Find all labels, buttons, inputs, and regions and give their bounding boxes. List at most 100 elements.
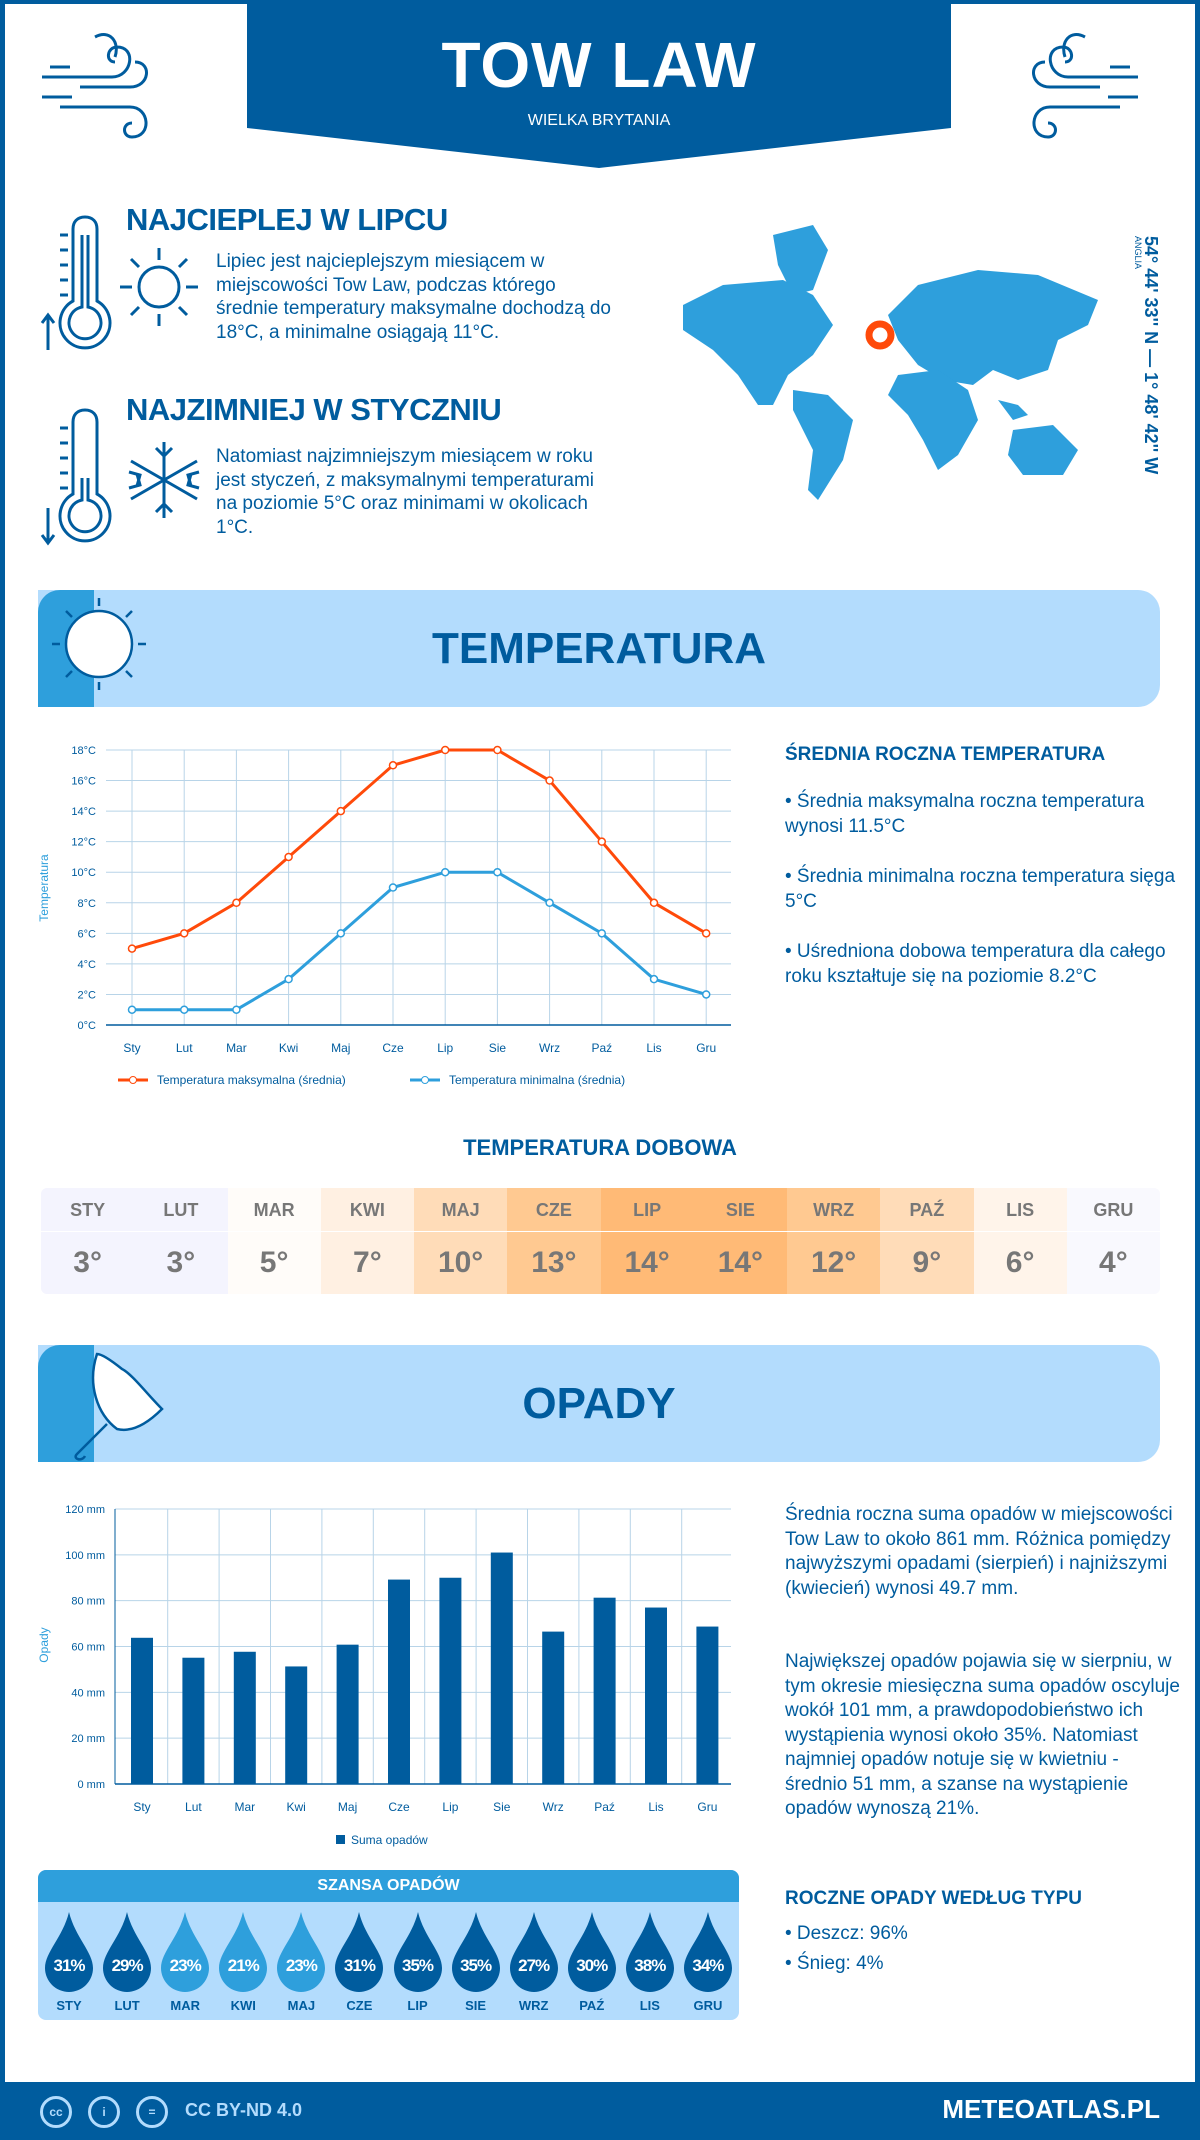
y-tick-label: 120 mm xyxy=(65,1504,105,1516)
bar xyxy=(131,1637,153,1784)
nd-icon: = xyxy=(136,2096,168,2128)
rain-chance-value: 27% xyxy=(518,1956,550,1975)
coldest-heading: NAJZIMNIEJ W STYCZNIU xyxy=(126,392,502,427)
bar xyxy=(233,1651,256,1784)
daily-temp-value: 12° xyxy=(810,1246,857,1279)
precipitation-banner: OPADY xyxy=(38,1345,1160,1462)
left-border xyxy=(0,0,5,2140)
raindrop-icon xyxy=(451,1912,500,1992)
warmest-heading: NAJCIEPLEJ W LIPCU xyxy=(126,202,448,237)
daily-temp-heading: TEMPERATURA DOBOWA xyxy=(463,1135,737,1160)
data-point xyxy=(701,990,711,999)
x-tick-label: Kwi xyxy=(279,1041,298,1055)
raindrop-icon xyxy=(45,1912,94,1992)
daily-temp-cell: LUT 3° xyxy=(134,1188,228,1294)
month-label: PAŹ xyxy=(880,1188,974,1232)
daily-temp-value: 13° xyxy=(531,1246,577,1279)
coldest-text: Natomiast najzimniejszym miesiącem w rok… xyxy=(216,446,594,538)
raindrop-icon xyxy=(219,1912,268,1992)
x-tick-label: Maj xyxy=(331,1041,350,1055)
rain-chance-item: 31% CZE xyxy=(330,1912,388,2013)
data-point xyxy=(649,974,659,984)
y-tick-label: 18°C xyxy=(71,745,96,757)
raindrop-icon xyxy=(625,1912,674,1992)
month-label: GRU xyxy=(693,1998,723,2013)
precip-summary-text: Średnia roczna suma opadów w miejscowośc… xyxy=(785,1504,1173,1599)
rain-chance-value: 31% xyxy=(53,1956,86,1975)
brand-link[interactable]: METEOATLAS.PL xyxy=(942,2094,1160,2124)
coordinates: 54° 44' 33'' N — 1° 48' 42'' W xyxy=(1141,236,1161,475)
daily-temp-value: 4° xyxy=(1099,1246,1128,1279)
daily-temp-cell: LIS 6° xyxy=(973,1188,1067,1294)
daily-temp-cell: PAŹ 9° xyxy=(880,1188,974,1294)
annual-temp-bullet: • Średnia minimalna roczna temperatura s… xyxy=(785,866,1176,912)
data-point xyxy=(545,898,554,908)
precipitation-chart: 0 mm 20 mm 40 mm 60 mm 80 mm 100 mm 120 mm Sty L… xyxy=(37,1504,731,1847)
y-tick-label: 16°C xyxy=(71,776,96,788)
y-tick-label: 0 mm xyxy=(78,1779,106,1791)
month-label: LIP xyxy=(407,1998,428,2013)
data-point xyxy=(440,867,450,877)
rain-chance-item: 23% MAJ xyxy=(272,1912,330,2013)
bar xyxy=(645,1607,667,1784)
bar xyxy=(285,1666,308,1784)
precip-type-heading: ROCZNE OPADY WEDŁUG TYPU xyxy=(785,1888,1082,1909)
license-link[interactable]: CC BY-ND 4.0 xyxy=(185,2100,303,2120)
data-point xyxy=(127,944,137,953)
raindrop-icon xyxy=(567,1912,616,1992)
city-title: TOW LAW xyxy=(441,29,757,101)
data-point xyxy=(232,1005,241,1014)
month-label: SIE xyxy=(693,1188,787,1232)
precip-type-snow: • Śnieg: 4% xyxy=(785,1953,884,1974)
rain-chance-value: 23% xyxy=(285,1956,318,1975)
warmest-text: Lipiec jest najcieplejszym miesiącem w m… xyxy=(216,251,611,343)
bar xyxy=(388,1579,410,1784)
data-point xyxy=(597,929,607,938)
x-tick-label: Sie xyxy=(489,1041,507,1055)
series-line xyxy=(131,748,707,951)
rain-chance-value: 31% xyxy=(343,1956,376,1975)
month-label: SIE xyxy=(465,1998,487,2013)
data-point xyxy=(284,974,293,984)
daily-temp-cell: STY 3° xyxy=(41,1188,135,1294)
data-point xyxy=(336,806,346,816)
y-tick-label: 10°C xyxy=(71,867,96,879)
month-label: MAR xyxy=(170,1998,200,2013)
month-label: WRZ xyxy=(787,1188,881,1232)
data-point xyxy=(649,898,659,908)
y-tick-label: 100 mm xyxy=(65,1550,105,1562)
temperature-title: TEMPERATURA xyxy=(431,624,767,673)
rain-chance-item: 30% PAŹ xyxy=(563,1912,621,2013)
data-point xyxy=(388,883,398,892)
x-tick-label: Lip xyxy=(442,1800,458,1814)
x-tick-label: Maj xyxy=(338,1800,357,1814)
legend-marker xyxy=(421,1076,429,1084)
daily-temp-cell: MAR 5° xyxy=(227,1188,321,1294)
data-point xyxy=(493,745,502,755)
raindrop-icon xyxy=(277,1912,326,1992)
x-tick-label: Mar xyxy=(234,1800,255,1814)
raindrop-icon xyxy=(103,1912,152,1992)
daily-temp-value: 6° xyxy=(1005,1246,1035,1279)
temperature-chart: 0°C 2°C 4°C 6°C 8°C 10°C 12°C 14°C 16°C 18°C Sty Lu… xyxy=(37,745,731,1087)
rain-chance-value: 35% xyxy=(401,1956,434,1975)
thermometer-hot-icon xyxy=(40,215,112,350)
data-point xyxy=(493,867,502,877)
rain-chance-value: 23% xyxy=(169,1956,202,1975)
raindrop-icon xyxy=(683,1912,732,1992)
raindrop-icon xyxy=(509,1912,558,1992)
bar xyxy=(593,1597,616,1784)
data-point xyxy=(545,776,554,785)
precipitation-title: OPADY xyxy=(522,1379,676,1428)
rain-chance-value: 38% xyxy=(634,1956,666,1975)
month-label: LIP xyxy=(600,1188,694,1232)
rain-chance-value: 21% xyxy=(227,1956,260,1975)
y-tick-label: 4°C xyxy=(78,959,97,971)
legend-marker xyxy=(129,1076,137,1084)
data-point xyxy=(127,1005,137,1014)
x-tick-label: Lip xyxy=(437,1041,453,1055)
daily-temp-value: 10° xyxy=(437,1246,484,1279)
month-label: MAJ xyxy=(414,1188,508,1232)
legend-label: Suma opadów xyxy=(351,1833,428,1847)
x-tick-label: Cze xyxy=(388,1800,410,1814)
